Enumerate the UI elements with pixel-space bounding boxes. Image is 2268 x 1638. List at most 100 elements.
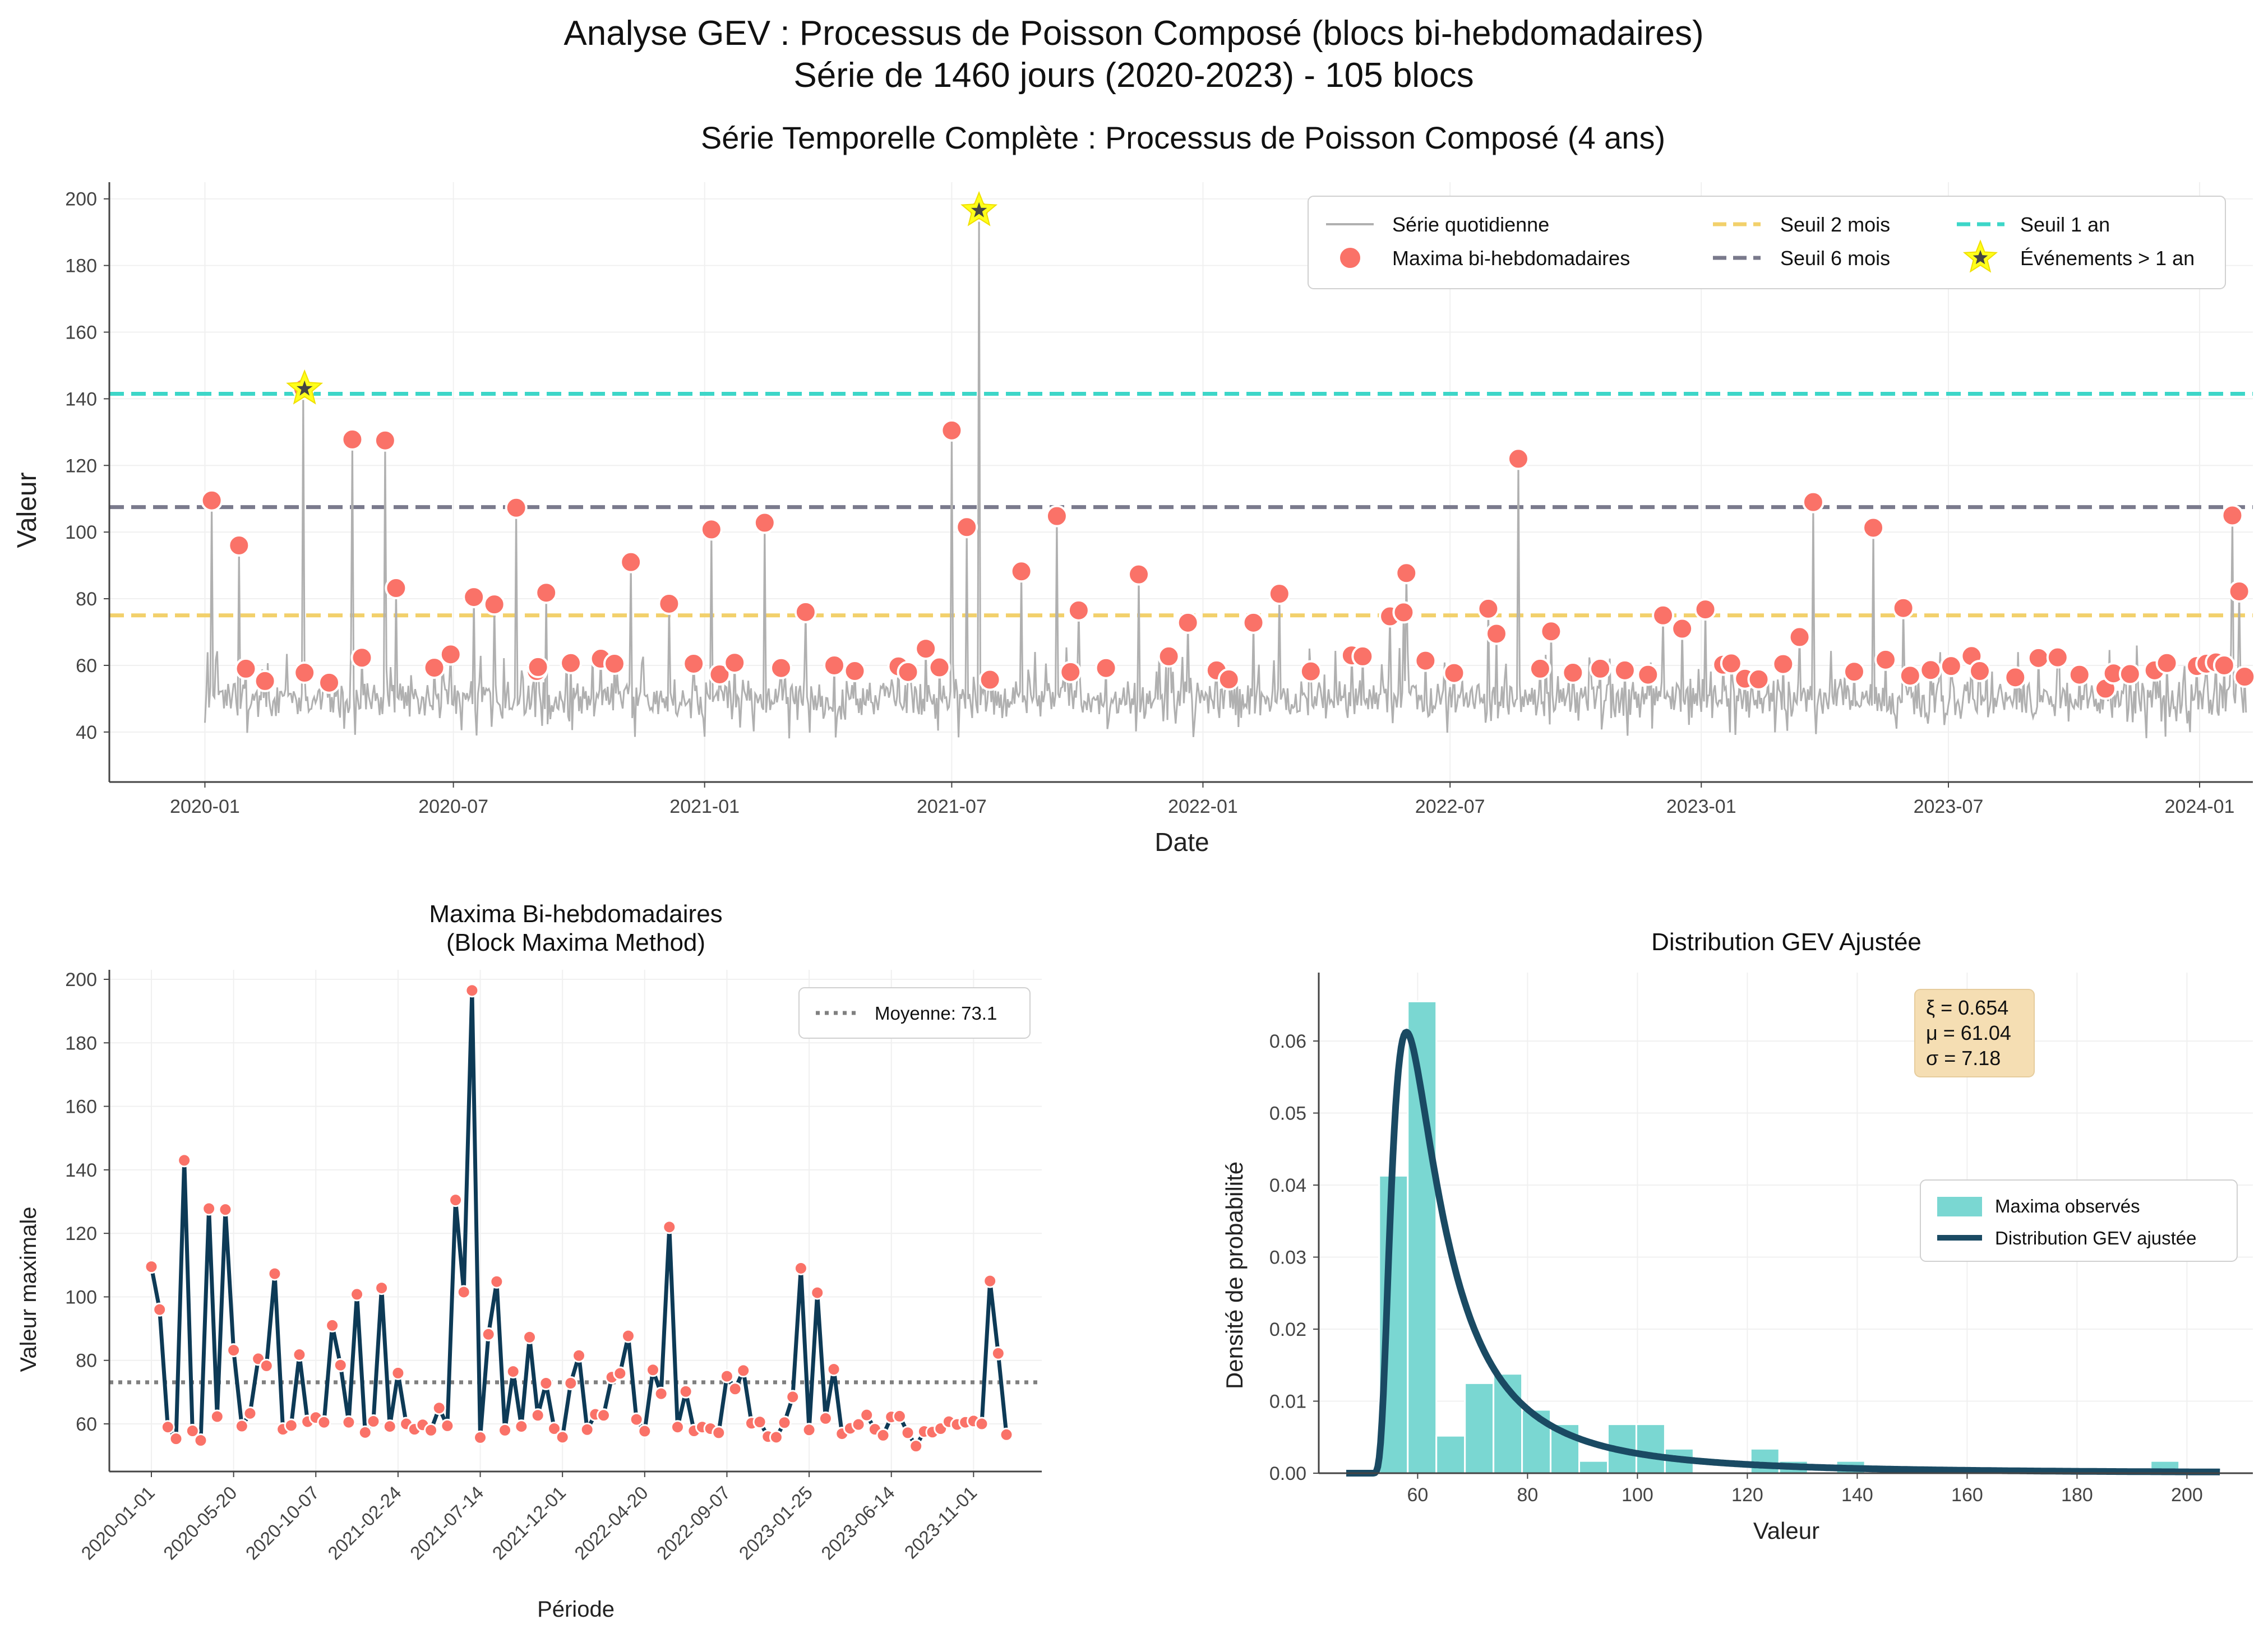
x-tick-label: 2023-06-14 bbox=[817, 1482, 899, 1564]
maxima-point bbox=[1939, 655, 1962, 678]
block-maxima-point bbox=[736, 1363, 751, 1378]
x-tick-label: 80 bbox=[1517, 1484, 1538, 1506]
maxima-point bbox=[1802, 491, 1824, 513]
legend-curve-label: Distribution GEV ajustée bbox=[1995, 1228, 2197, 1248]
block-maxima-point bbox=[432, 1401, 446, 1415]
block-maxima-point bbox=[826, 1362, 841, 1377]
timeseries-ylabel: Valeur bbox=[12, 472, 42, 548]
maxima-point bbox=[1694, 598, 1717, 621]
y-tick-label: 180 bbox=[65, 1033, 97, 1054]
maxima-point bbox=[1842, 660, 1865, 683]
block-maxima-point bbox=[777, 1415, 792, 1430]
maxima-point bbox=[1747, 668, 1770, 691]
histogram-bar bbox=[1435, 1435, 1466, 1474]
maxima-point bbox=[234, 657, 257, 680]
maxima-point bbox=[1157, 645, 1180, 668]
maxima-point bbox=[1067, 599, 1090, 622]
x-tick-label: 2023-07 bbox=[1914, 796, 1984, 817]
maxima-point bbox=[1874, 648, 1897, 671]
x-tick-label: 2021-02-24 bbox=[324, 1482, 405, 1564]
block-maxima-point bbox=[555, 1430, 570, 1445]
gev-title: Distribution GEV Ajustée bbox=[1651, 928, 1921, 956]
legend-series-label: Série quotidienne bbox=[1392, 213, 1549, 236]
block-maxima-point bbox=[629, 1412, 644, 1427]
maxima-point bbox=[1637, 663, 1660, 686]
block-maxima-point bbox=[267, 1266, 282, 1281]
y-tick-label: 140 bbox=[65, 388, 97, 410]
maxima-point bbox=[483, 593, 506, 616]
block-maxima-point bbox=[909, 1439, 923, 1454]
maxima-point bbox=[1919, 659, 1942, 682]
maxima-point bbox=[423, 656, 446, 679]
y-tick-label: 0.02 bbox=[1269, 1319, 1306, 1340]
y-tick-label: 80 bbox=[76, 589, 97, 610]
y-tick-label: 100 bbox=[65, 522, 97, 543]
y-tick-label: 160 bbox=[65, 322, 97, 344]
maxima-point bbox=[708, 663, 731, 686]
x-tick-label: 2020-05-20 bbox=[159, 1482, 241, 1564]
gev-ylabel: Densité de probabilité bbox=[1221, 1162, 1248, 1389]
histogram-bar bbox=[1635, 1423, 1666, 1474]
maxima-point bbox=[318, 671, 341, 694]
block-maxima-point bbox=[391, 1366, 405, 1380]
block-maxima-point bbox=[169, 1432, 183, 1446]
block-maxima-point bbox=[530, 1408, 545, 1423]
timeseries-xlabel: Date bbox=[1154, 827, 1209, 857]
y-tick-label: 60 bbox=[76, 655, 97, 677]
figure-title-line2: Série de 1460 jours (2020-2023) - 105 bl… bbox=[793, 56, 1473, 95]
block-maxima-point bbox=[638, 1424, 652, 1438]
block-maxima-point bbox=[563, 1376, 578, 1391]
x-tick-label: 2023-01 bbox=[1666, 796, 1736, 817]
timeseries-events bbox=[286, 191, 998, 405]
maxima-point bbox=[200, 489, 223, 512]
maxima-point bbox=[1485, 622, 1508, 645]
block-maxima-point bbox=[596, 1408, 611, 1423]
x-tick-label: 2020-10-07 bbox=[242, 1482, 324, 1564]
figure-title-line1: Analyse GEV : Processus de Poisson Compo… bbox=[563, 14, 1703, 53]
block-maxima-point bbox=[572, 1348, 586, 1363]
maxima-point bbox=[2155, 651, 2178, 674]
maxima-point bbox=[2068, 663, 2091, 686]
block-maxima-point bbox=[153, 1302, 167, 1317]
block-maxima-point bbox=[900, 1426, 915, 1440]
y-tick-label: 100 bbox=[65, 1287, 97, 1308]
x-tick-label: 100 bbox=[1622, 1484, 1653, 1506]
maxima-point bbox=[1094, 656, 1117, 679]
maxima-point bbox=[1414, 649, 1437, 672]
block-maxima-point bbox=[728, 1382, 742, 1396]
maxima-point bbox=[823, 654, 846, 677]
y-tick-label: 180 bbox=[65, 256, 97, 277]
legend-s6m-label: Seuil 6 mois bbox=[1780, 247, 1890, 270]
maxima-point bbox=[843, 660, 866, 683]
block-maxima-ylabel: Valeur maximale bbox=[16, 1207, 41, 1372]
legend-s1y-label: Seuil 1 an bbox=[2020, 213, 2110, 236]
x-tick-label: 2022-04-20 bbox=[570, 1482, 652, 1564]
maxima-point bbox=[1540, 620, 1563, 643]
legend-hist-swatch bbox=[1937, 1197, 1982, 1216]
maxima-point bbox=[1268, 582, 1291, 605]
gev-panel: Distribution GEV Ajustée 0.000.010.020.0… bbox=[1221, 928, 2253, 1544]
y-tick-label: 200 bbox=[65, 969, 97, 991]
timeseries-panel: Série Temporelle Complète : Processus de… bbox=[12, 120, 2256, 857]
block-maxima-point bbox=[218, 1202, 233, 1217]
maxima-point bbox=[1892, 596, 1915, 619]
maxima-point bbox=[1477, 597, 1500, 620]
maxima-point bbox=[1613, 659, 1636, 682]
maxima-point bbox=[1671, 617, 1694, 640]
maxima-point bbox=[603, 652, 626, 675]
y-tick-label: 0.05 bbox=[1269, 1103, 1306, 1125]
x-tick-label: 2022-07 bbox=[1415, 796, 1485, 817]
block-maxima-point bbox=[325, 1318, 340, 1332]
maxima-point bbox=[1010, 560, 1033, 583]
block-maxima-point bbox=[621, 1329, 635, 1343]
maxima-point bbox=[1562, 661, 1585, 684]
x-tick-label: 2020-01-01 bbox=[77, 1482, 159, 1564]
timeseries-thresholds bbox=[109, 391, 2253, 618]
gev-legend: Maxima observés Distribution GEV ajustée bbox=[1920, 1179, 2238, 1262]
legend-events-label: Événements > 1 an bbox=[2020, 247, 2195, 270]
maxima-point bbox=[2233, 665, 2256, 688]
legend-hist-label: Maxima observés bbox=[1995, 1196, 2140, 1216]
x-tick-label: 160 bbox=[1951, 1484, 1983, 1506]
block-maxima-point bbox=[481, 1327, 496, 1341]
maxima-point bbox=[2118, 663, 2141, 686]
